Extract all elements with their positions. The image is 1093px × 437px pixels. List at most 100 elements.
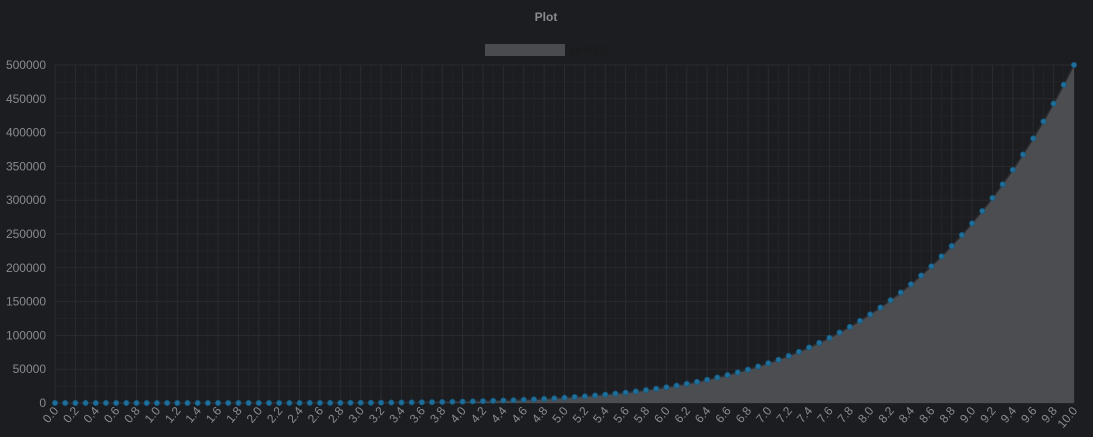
data-point[interactable]	[795, 348, 802, 355]
data-point[interactable]	[816, 339, 823, 346]
data-point[interactable]	[541, 395, 548, 402]
data-point[interactable]	[388, 399, 395, 406]
data-point[interactable]	[245, 399, 252, 406]
data-point[interactable]	[948, 243, 955, 250]
data-point[interactable]	[632, 388, 639, 395]
data-point[interactable]	[744, 366, 751, 373]
data-point[interactable]	[1020, 151, 1027, 158]
data-point[interactable]	[276, 399, 283, 406]
data-point[interactable]	[693, 378, 700, 385]
data-point[interactable]	[806, 344, 813, 351]
data-point[interactable]	[785, 352, 792, 359]
data-point[interactable]	[215, 399, 222, 406]
data-point[interactable]	[378, 399, 385, 406]
data-point[interactable]	[979, 208, 986, 215]
data-point[interactable]	[153, 399, 160, 406]
data-point[interactable]	[1050, 100, 1057, 107]
data-point[interactable]	[673, 382, 680, 389]
data-point[interactable]	[164, 399, 171, 406]
data-point[interactable]	[235, 399, 242, 406]
data-point[interactable]	[510, 397, 517, 404]
data-point[interactable]	[398, 399, 405, 406]
data-point[interactable]	[775, 356, 782, 363]
data-point[interactable]	[867, 311, 874, 318]
data-point[interactable]	[887, 297, 894, 304]
data-point[interactable]	[316, 399, 323, 406]
data-point[interactable]	[143, 399, 150, 406]
data-point[interactable]	[989, 195, 996, 202]
data-point[interactable]	[1040, 118, 1047, 125]
data-point[interactable]	[765, 360, 772, 367]
data-point[interactable]	[1009, 166, 1016, 173]
data-point[interactable]	[1060, 81, 1067, 88]
data-point[interactable]	[581, 393, 588, 400]
data-point[interactable]	[123, 399, 130, 406]
data-point[interactable]	[836, 329, 843, 336]
data-point[interactable]	[439, 398, 446, 405]
data-point[interactable]	[62, 399, 69, 406]
data-point[interactable]	[969, 220, 976, 227]
data-point[interactable]	[306, 399, 313, 406]
data-point[interactable]	[755, 363, 762, 370]
data-point[interactable]	[296, 399, 303, 406]
data-point[interactable]	[826, 334, 833, 341]
data-point[interactable]	[622, 389, 629, 396]
data-point[interactable]	[347, 399, 354, 406]
data-point[interactable]	[958, 232, 965, 239]
data-point[interactable]	[265, 399, 272, 406]
data-point[interactable]	[897, 289, 904, 296]
data-point[interactable]	[52, 399, 59, 406]
data-point[interactable]	[612, 390, 619, 397]
data-point[interactable]	[327, 399, 334, 406]
legend[interactable]: (x^6)/2	[485, 43, 607, 57]
data-point[interactable]	[255, 399, 262, 406]
data-point[interactable]	[479, 398, 486, 405]
data-point[interactable]	[337, 399, 344, 406]
legend-label[interactable]: (x^6)/2	[570, 43, 607, 57]
data-point[interactable]	[653, 385, 660, 392]
data-point[interactable]	[530, 396, 537, 403]
data-point[interactable]	[469, 398, 476, 405]
data-point[interactable]	[877, 304, 884, 311]
data-point[interactable]	[907, 281, 914, 288]
data-point[interactable]	[561, 394, 568, 401]
data-point[interactable]	[571, 394, 578, 401]
data-point[interactable]	[225, 399, 232, 406]
data-point[interactable]	[918, 272, 925, 279]
data-point[interactable]	[92, 399, 99, 406]
data-point[interactable]	[714, 374, 721, 381]
data-point[interactable]	[204, 399, 211, 406]
data-point[interactable]	[846, 323, 853, 330]
data-point[interactable]	[683, 380, 690, 387]
data-point[interactable]	[1071, 62, 1078, 69]
data-point[interactable]	[602, 391, 609, 398]
data-point[interactable]	[367, 399, 374, 406]
data-point[interactable]	[408, 399, 415, 406]
data-point[interactable]	[429, 399, 436, 406]
data-point[interactable]	[724, 372, 731, 379]
data-point[interactable]	[174, 399, 181, 406]
data-point[interactable]	[999, 181, 1006, 188]
legend-swatch[interactable]	[485, 44, 565, 56]
data-point[interactable]	[357, 399, 364, 406]
data-point[interactable]	[663, 384, 670, 391]
data-point[interactable]	[133, 399, 140, 406]
data-point[interactable]	[520, 396, 527, 403]
data-point[interactable]	[857, 317, 864, 324]
data-point[interactable]	[72, 399, 79, 406]
data-point[interactable]	[928, 263, 935, 270]
data-point[interactable]	[500, 397, 507, 404]
data-point[interactable]	[286, 399, 293, 406]
data-point[interactable]	[704, 376, 711, 383]
data-point[interactable]	[938, 253, 945, 260]
data-point[interactable]	[82, 399, 89, 406]
data-point[interactable]	[184, 399, 191, 406]
data-point[interactable]	[643, 387, 650, 394]
data-point[interactable]	[449, 398, 456, 405]
data-point[interactable]	[551, 395, 558, 402]
data-point[interactable]	[1030, 135, 1037, 142]
data-point[interactable]	[194, 399, 201, 406]
data-point[interactable]	[734, 369, 741, 376]
data-point[interactable]	[459, 398, 466, 405]
data-point[interactable]	[113, 399, 120, 406]
